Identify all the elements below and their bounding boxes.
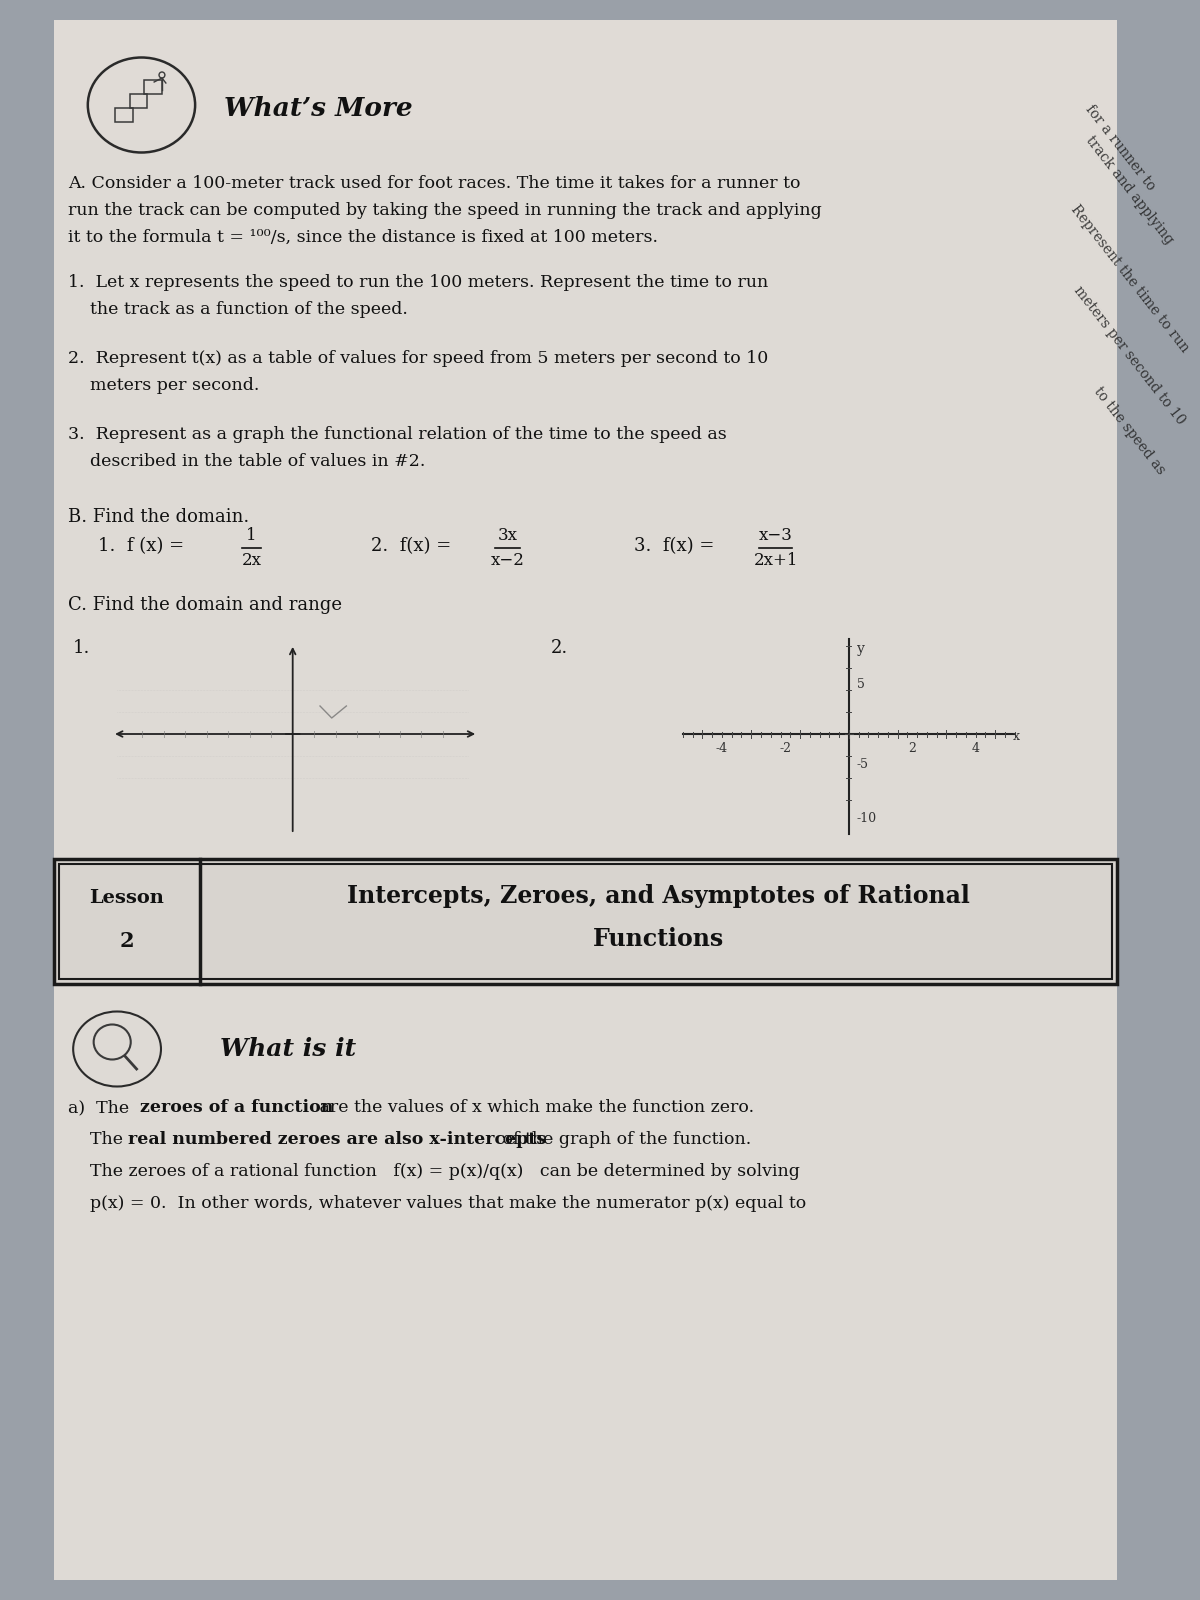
Text: are the values of x which make the function zero.: are the values of x which make the funct…	[314, 1099, 755, 1117]
Text: the track as a function of the speed.: the track as a function of the speed.	[68, 301, 408, 318]
Text: Functions: Functions	[593, 926, 724, 950]
Text: to the speed as: to the speed as	[1092, 384, 1168, 477]
Bar	[54, 859, 1117, 984]
Text: p(x) = 0.  In other words, whatever values that make the numerator p(x) equal to: p(x) = 0. In other words, whatever value…	[68, 1195, 806, 1213]
Bar	[59, 864, 1112, 979]
Text: -5: -5	[857, 757, 869, 771]
Text: 1.  f (x) =: 1. f (x) =	[97, 538, 184, 555]
Text: zeroes of a function: zeroes of a function	[140, 1099, 334, 1117]
Bar	[130, 94, 148, 109]
Text: Intercepts, Zeroes, and Asymptotes of Rational: Intercepts, Zeroes, and Asymptotes of Ra…	[347, 883, 970, 909]
Text: for a runner to: for a runner to	[1082, 102, 1158, 194]
Text: of the graph of the function.: of the graph of the function.	[497, 1131, 751, 1149]
Text: x−3: x−3	[758, 526, 792, 544]
Text: run the track can be computed by taking the speed in running the track and apply: run the track can be computed by taking …	[68, 202, 822, 219]
Text: a)  The: a) The	[68, 1099, 134, 1117]
Bar	[115, 109, 133, 122]
Text: The zeroes of a rational function   f(x) = p(x)/q(x)   can be determined by solv: The zeroes of a rational function f(x) =…	[68, 1163, 800, 1181]
Text: real numbered zeroes are also x-intercepts: real numbered zeroes are also x-intercep…	[128, 1131, 546, 1149]
Text: 2.  Represent t(x) as a table of values for speed from 5 meters per second to 10: 2. Represent t(x) as a table of values f…	[68, 350, 768, 366]
Bar	[144, 80, 162, 94]
Text: B. Find the domain.: B. Find the domain.	[68, 509, 250, 526]
Text: 4: 4	[972, 742, 979, 755]
Text: The: The	[68, 1131, 128, 1149]
Text: 1.  Let x represents the speed to run the 100 meters. Represent the time to run: 1. Let x represents the speed to run the…	[68, 274, 768, 291]
Text: 1: 1	[246, 526, 257, 544]
Text: A. Consider a 100-meter track used for foot races. The time it takes for a runne: A. Consider a 100-meter track used for f…	[68, 174, 800, 192]
Text: C. Find the domain and range: C. Find the domain and range	[68, 595, 342, 614]
Text: 5: 5	[857, 677, 864, 691]
Text: 2: 2	[908, 742, 916, 755]
Text: y: y	[857, 642, 864, 656]
Text: 3.  f(x) =: 3. f(x) =	[634, 538, 714, 555]
Text: meters per second.: meters per second.	[68, 378, 259, 394]
Text: -2: -2	[779, 742, 791, 755]
Text: What’s More: What’s More	[224, 96, 413, 120]
Text: x−2: x−2	[491, 552, 524, 570]
Text: it to the formula t = ¹⁰⁰/s, since the distance is fixed at 100 meters.: it to the formula t = ¹⁰⁰/s, since the d…	[68, 229, 659, 246]
Text: Lesson: Lesson	[89, 890, 164, 907]
Text: 2.  f(x) =: 2. f(x) =	[371, 538, 451, 555]
Text: 2x+1: 2x+1	[754, 552, 798, 570]
Text: 3.  Represent as a graph the functional relation of the time to the speed as: 3. Represent as a graph the functional r…	[68, 426, 727, 443]
Text: What is it: What is it	[220, 1037, 355, 1061]
Text: -4: -4	[716, 742, 728, 755]
Text: -10: -10	[857, 813, 877, 826]
Text: meters per second to 10: meters per second to 10	[1072, 283, 1188, 427]
Text: 1.: 1.	[73, 638, 90, 658]
Text: described in the table of values in #2.: described in the table of values in #2.	[68, 453, 426, 470]
Text: 2x: 2x	[241, 552, 262, 570]
Bar	[54, 19, 1117, 141]
Text: 2.: 2.	[551, 638, 569, 658]
Text: track and applying: track and applying	[1084, 133, 1176, 246]
Text: 3x: 3x	[497, 526, 517, 544]
Text: 2: 2	[120, 931, 134, 950]
Text: Represent the time to run: Represent the time to run	[1068, 203, 1192, 355]
Text: x: x	[1013, 731, 1020, 744]
